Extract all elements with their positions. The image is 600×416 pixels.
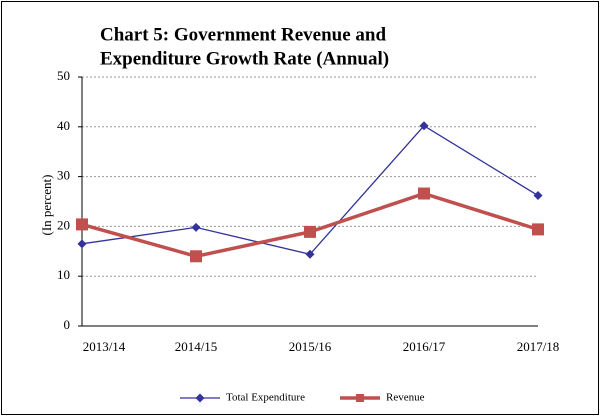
- legend-label: Total Expenditure: [226, 392, 305, 404]
- data-point: [191, 222, 201, 232]
- data-point: [190, 250, 202, 263]
- x-tick-label: 2016/17: [403, 339, 446, 354]
- y-tick-label: 20: [57, 217, 70, 232]
- y-tick-label: 0: [64, 317, 71, 332]
- x-tick-label: 2014/15: [175, 339, 218, 354]
- chart-title: Expenditure Growth Rate (Annual): [100, 48, 389, 69]
- data-point: [76, 218, 88, 231]
- data-point: [532, 223, 544, 236]
- data-point: [77, 239, 87, 249]
- legend-marker: [195, 393, 205, 403]
- y-axis-label: (In percent): [39, 175, 54, 236]
- legend-marker: [356, 394, 364, 402]
- x-tick-label: 2015/16: [289, 339, 332, 354]
- y-tick-label: 50: [57, 68, 70, 83]
- y-tick-label: 40: [57, 118, 70, 133]
- data-point: [418, 187, 430, 200]
- data-point: [419, 121, 429, 131]
- y-tick-label: 10: [57, 267, 70, 282]
- x-tick-label: 2017/18: [517, 339, 560, 354]
- chart-title: Chart 5: Government Revenue and: [100, 24, 386, 45]
- data-point: [304, 225, 316, 238]
- y-tick-label: 30: [57, 168, 70, 183]
- data-point: [305, 249, 315, 259]
- x-tick-label: 2013/14: [83, 339, 126, 354]
- data-point: [533, 191, 543, 201]
- legend-label: Revenue: [386, 392, 425, 404]
